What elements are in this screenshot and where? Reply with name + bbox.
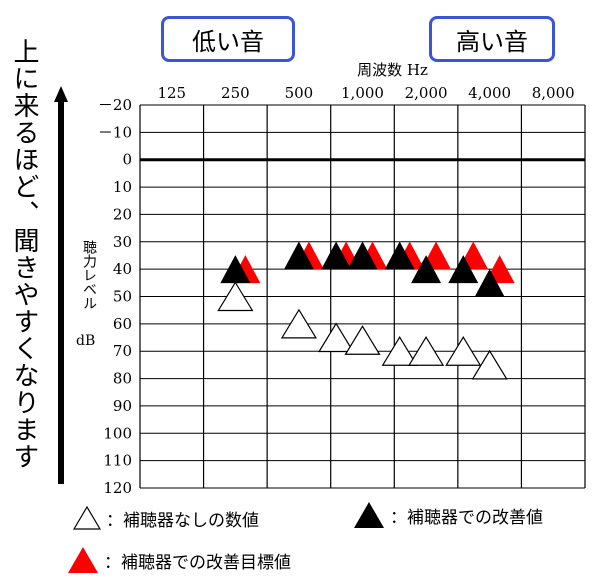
y-tick-label: 80 xyxy=(113,370,132,388)
legend-target-label: ：補聴器での改善目標値 xyxy=(104,552,291,573)
point-aided xyxy=(347,241,378,270)
legend-aided-label: ：補聴器での改善値 xyxy=(390,507,543,528)
side-caption: 上に来るほど、聞きやすくなります xyxy=(9,38,39,470)
red-triangle-icon xyxy=(68,547,98,573)
point-unaided xyxy=(318,322,355,353)
legend-aided: ：補聴器での改善値 xyxy=(352,500,543,530)
outline-triangle-icon xyxy=(72,505,102,530)
x-axis-title: 周波数 Hz xyxy=(357,61,428,79)
y-tick-label: 40 xyxy=(113,260,132,278)
y-tick-label: 110 xyxy=(103,452,132,470)
y-tick-label: 20 xyxy=(113,205,132,223)
y-tick-label: 70 xyxy=(113,342,132,360)
y-tick-label: 0 xyxy=(122,151,132,169)
x-tick-label: 2,000 xyxy=(405,84,448,102)
point-aided xyxy=(448,255,479,284)
legend-unaided: ：補聴器なしの数値 xyxy=(72,505,259,531)
y-tick-label: 120 xyxy=(103,479,132,497)
point-unaided xyxy=(217,281,254,312)
y-tick-label: －20 xyxy=(98,96,132,114)
audiogram-chart: 周波数 Hz －20 －10 0 10 20 30 40 50 60 70 80 90 100 110 120… xyxy=(98,61,586,497)
x-tick-label: 4,000 xyxy=(468,84,511,102)
legend-unaided-label: ：補聴器なしの数値 xyxy=(106,510,259,531)
point-unaided xyxy=(381,336,418,366)
y-tick-label: 10 xyxy=(113,178,132,196)
y-tick-label: －10 xyxy=(98,123,132,141)
up-arrow-icon xyxy=(54,86,68,484)
point-unaided xyxy=(471,349,508,380)
high-frequency-text: 高い音 xyxy=(456,27,528,56)
x-tick-label: 500 xyxy=(285,84,314,102)
x-tick-label: 1,000 xyxy=(341,84,384,102)
point-unaided xyxy=(445,336,482,366)
high-frequency-label: 高い音 xyxy=(429,16,555,62)
x-tick-label: 8,000 xyxy=(532,84,575,102)
point-aided xyxy=(321,241,352,270)
y-tick-label: 30 xyxy=(113,233,132,251)
point-aided xyxy=(220,255,251,284)
low-frequency-text: 低い音 xyxy=(192,27,264,56)
y-tick-label: 100 xyxy=(103,424,132,442)
point-aided xyxy=(384,241,415,270)
y-tick-label: 60 xyxy=(113,315,132,333)
x-tick-label: 250 xyxy=(221,84,250,102)
y-axis-label: 聴力レベル xyxy=(81,240,97,310)
point-unaided xyxy=(408,336,445,366)
point-unaided xyxy=(344,325,381,355)
y-axis-unit: dB xyxy=(76,333,96,349)
point-unaided xyxy=(280,308,317,339)
y-tick-label: 50 xyxy=(113,288,132,306)
black-triangle-icon xyxy=(354,502,384,528)
y-tick-label: 90 xyxy=(113,397,132,415)
point-aided xyxy=(474,268,505,297)
low-frequency-label: 低い音 xyxy=(161,16,295,62)
legend-target: ：補聴器での改善目標値 xyxy=(66,545,291,575)
point-aided xyxy=(283,241,314,270)
point-aided xyxy=(411,255,442,284)
x-tick-label: 125 xyxy=(157,84,186,102)
